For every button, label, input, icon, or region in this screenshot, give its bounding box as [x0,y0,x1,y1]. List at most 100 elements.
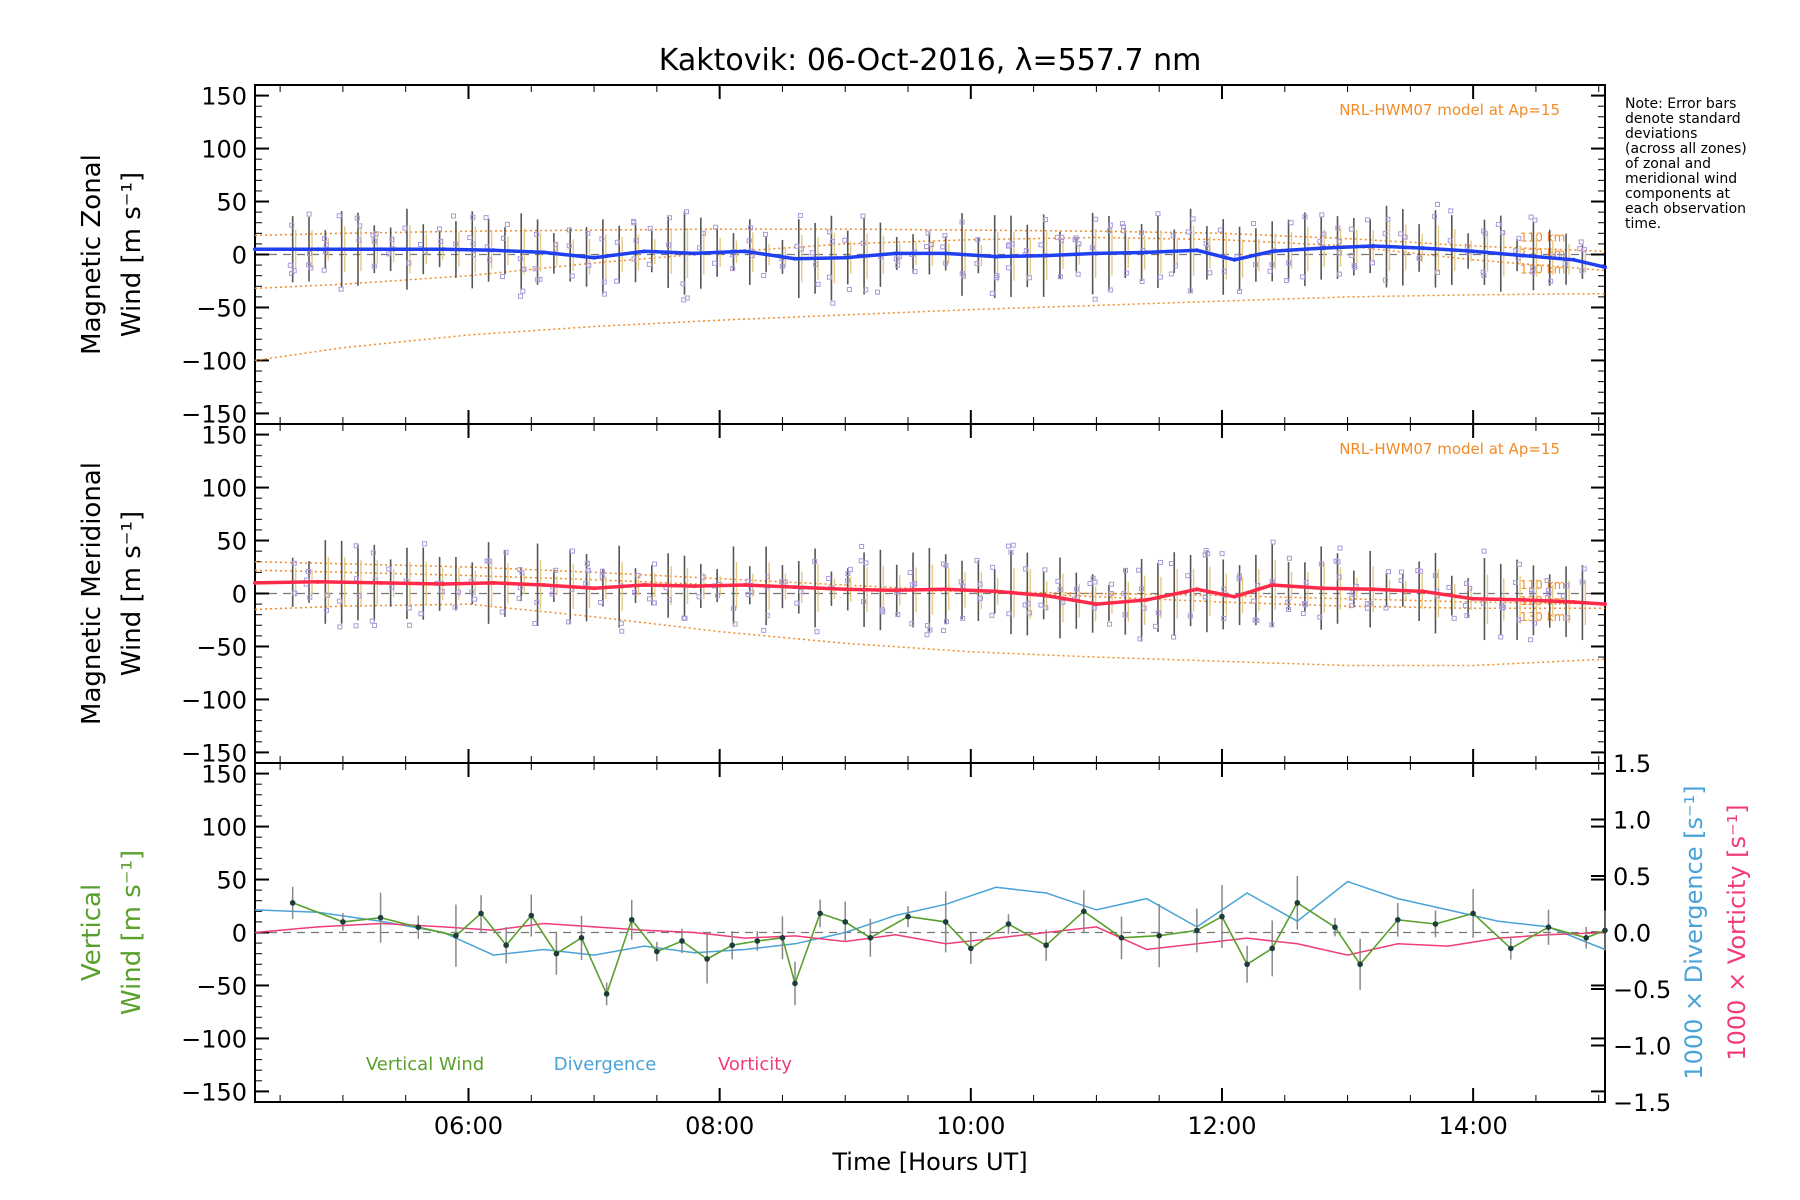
y-axis-label-vertical: Vertical [77,884,107,981]
zone-sample [681,615,687,621]
zone-sample [989,612,995,618]
y-right-label-divergence: 1000 × Divergence [s⁻¹] [1680,785,1708,1079]
chart-title: Kaktovik: 06-Oct-2016, λ=557.7 nm [659,43,1202,78]
zone-sample [1480,600,1486,606]
vertical-wind-point [1432,921,1439,927]
zone-sample [371,622,377,628]
zone-sample [1010,542,1016,548]
zone-sample [500,274,506,280]
zone-sample [974,557,980,563]
zone-sample [1236,573,1242,579]
zone-sample [1026,275,1032,281]
vertical-wind-point [792,980,798,987]
zone-sample [1138,230,1144,236]
mean-wind-point [1044,253,1049,258]
vertical-wind-point [679,938,685,944]
zone-sample [1138,586,1144,592]
zone-sample [1058,238,1064,244]
zone-sample [1512,579,1518,585]
mean-wind-point [993,254,998,259]
mean-wind-point [692,584,697,589]
mean-wind-point [1370,244,1375,249]
zone-sample [1107,222,1113,228]
zone-sample [1383,605,1389,611]
zone-sample [1203,241,1209,247]
zone-sample [1269,262,1275,268]
vertical-wind-point [842,919,849,925]
zone-sample [647,596,653,602]
zone-sample [537,276,543,282]
zone-sample [1286,607,1292,613]
y-tick-label: −100 [181,347,247,375]
zone-sample [749,589,755,595]
zone-sample [1369,260,1375,266]
mean-wind-point [742,249,747,254]
panel-meridional: −150 −100 −50 0 50 100 150 Magnetic Meridional W… [77,422,1607,767]
zone-sample [338,286,344,292]
zone-sample [1076,241,1082,247]
zone-sample [1250,221,1256,227]
zone-sample [500,235,506,241]
y-tick-label: −150 [181,739,247,767]
zone-sample [1172,263,1178,269]
zone-sample [814,629,820,635]
zone-sample [684,209,690,215]
zone-sample [1252,262,1258,268]
zone-sample [1288,220,1294,226]
zone-sample [959,219,965,225]
y-tick-label: 100 [201,475,247,503]
zone-sample [798,246,804,252]
mean-wind-point [1320,246,1325,251]
zone-sample [730,266,736,272]
zone-sample [601,291,607,297]
zone-sample [652,561,658,567]
y-right-tick-label: 0.0 [1613,920,1651,948]
note-line: meridional wind [1625,171,1737,187]
zone-sample [406,605,412,611]
mean-wind-point [592,586,597,591]
zone-sample [553,567,559,573]
mean-wind-point [1571,599,1576,604]
zone-sample [451,213,457,219]
zone-sample [1385,216,1391,222]
mean-wind-point [1521,597,1526,602]
zone-sample [614,239,620,245]
zone-sample [517,256,523,262]
zone-sample [1055,578,1061,584]
zone-sample [1348,226,1354,232]
zone-sample [895,262,901,268]
mean-wind-point [592,255,597,260]
zone-sample [1481,272,1487,278]
zone-sample [453,241,459,247]
zone-sample [779,263,785,269]
note-line: deviations [1625,126,1697,142]
zone-sample [798,589,804,595]
zone-sample [1528,214,1534,220]
zone-sample [1382,277,1388,283]
mean-wind-point [1471,596,1476,601]
zone-sample [1481,548,1487,554]
zone-sample [357,223,363,229]
zone-sample [516,595,522,601]
zone-sample [940,244,946,250]
zone-sample [1402,234,1408,240]
vertical-wind-point [289,900,296,906]
y-tick-label: −50 [196,294,247,322]
y-right-tick-label: 1.5 [1613,750,1651,778]
zone-sample [1432,214,1438,220]
vertical-wind-point [754,938,761,944]
mean-wind-point [742,583,747,588]
y-right-label-vorticity: 1000 × Vorticity [s⁻¹] [1723,804,1751,1060]
zone-sample [779,579,785,585]
zone-sample [943,562,949,568]
mean-wind-point [1144,597,1149,602]
mean-wind-line [255,244,1606,269]
note-line: (across all zones) [1625,141,1747,157]
zone-sample [927,627,933,633]
zone-sample [1254,617,1260,623]
zone-sample [305,569,311,575]
note-line: of zonal and [1625,156,1711,172]
zone-sample [483,215,489,221]
mean-wind-point [1603,602,1607,607]
zone-sample [764,574,770,580]
